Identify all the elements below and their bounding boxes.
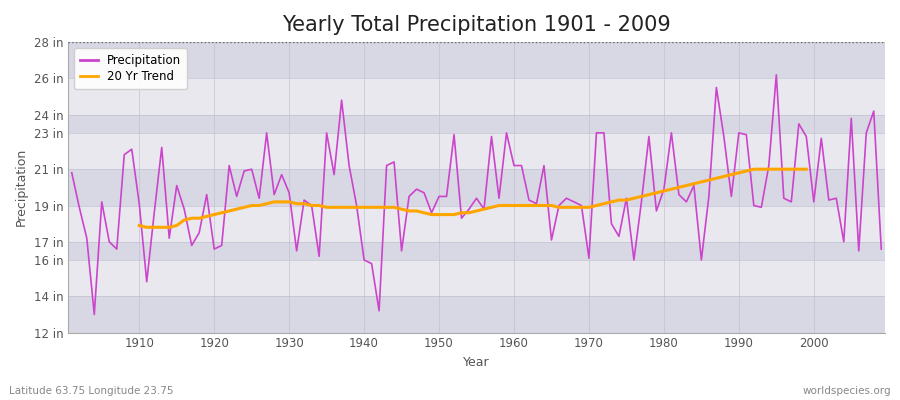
Bar [68,169,885,206]
Title: Yearly Total Precipitation 1901 - 2009: Yearly Total Precipitation 1901 - 2009 [282,15,670,35]
Text: Latitude 63.75 Longitude 23.75: Latitude 63.75 Longitude 23.75 [9,386,174,396]
X-axis label: Year: Year [464,356,490,369]
Bar [68,115,885,133]
Legend: Precipitation, 20 Yr Trend: Precipitation, 20 Yr Trend [74,48,187,89]
Bar [68,242,885,260]
Bar [68,42,885,78]
Text: worldspecies.org: worldspecies.org [803,386,891,396]
Bar [68,296,885,332]
Y-axis label: Precipitation: Precipitation [15,148,28,226]
